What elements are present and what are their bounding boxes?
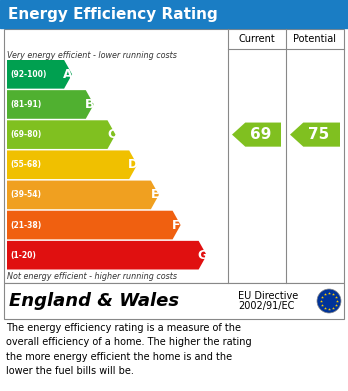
- Bar: [0, 0, 348, 28]
- Text: (39-54): (39-54): [10, 190, 41, 199]
- Text: E: E: [151, 188, 159, 201]
- Polygon shape: [7, 60, 72, 89]
- Text: Current: Current: [239, 34, 275, 44]
- Text: F: F: [172, 219, 181, 231]
- Text: 69: 69: [250, 127, 271, 142]
- Text: (69-80): (69-80): [10, 130, 41, 139]
- Text: (21-38): (21-38): [10, 221, 41, 230]
- Text: B: B: [85, 98, 95, 111]
- Text: A: A: [63, 68, 73, 81]
- Text: (55-68): (55-68): [10, 160, 41, 169]
- Text: (81-91): (81-91): [10, 100, 41, 109]
- Polygon shape: [7, 120, 116, 149]
- Text: G: G: [198, 249, 208, 262]
- Text: Potential: Potential: [293, 34, 337, 44]
- Polygon shape: [7, 241, 207, 269]
- Bar: [4, 29, 344, 283]
- Polygon shape: [232, 122, 281, 147]
- Text: Very energy efficient - lower running costs: Very energy efficient - lower running co…: [7, 51, 177, 60]
- Text: (1-20): (1-20): [10, 251, 36, 260]
- Circle shape: [317, 289, 341, 313]
- Text: (92-100): (92-100): [10, 70, 46, 79]
- Text: England & Wales: England & Wales: [9, 292, 179, 310]
- Text: The energy efficiency rating is a measure of the
overall efficiency of a home. T: The energy efficiency rating is a measur…: [6, 323, 252, 376]
- Text: EU Directive: EU Directive: [238, 291, 298, 301]
- Polygon shape: [7, 90, 94, 119]
- Polygon shape: [7, 181, 159, 209]
- Text: Not energy efficient - higher running costs: Not energy efficient - higher running co…: [7, 272, 177, 281]
- Polygon shape: [290, 122, 340, 147]
- Bar: [4, 283, 344, 319]
- Text: Energy Efficiency Rating: Energy Efficiency Rating: [8, 7, 218, 22]
- Text: 2002/91/EC: 2002/91/EC: [238, 301, 294, 311]
- Text: C: C: [107, 128, 116, 141]
- Polygon shape: [7, 211, 181, 239]
- Text: 75: 75: [308, 127, 330, 142]
- Polygon shape: [7, 151, 137, 179]
- Text: D: D: [128, 158, 138, 171]
